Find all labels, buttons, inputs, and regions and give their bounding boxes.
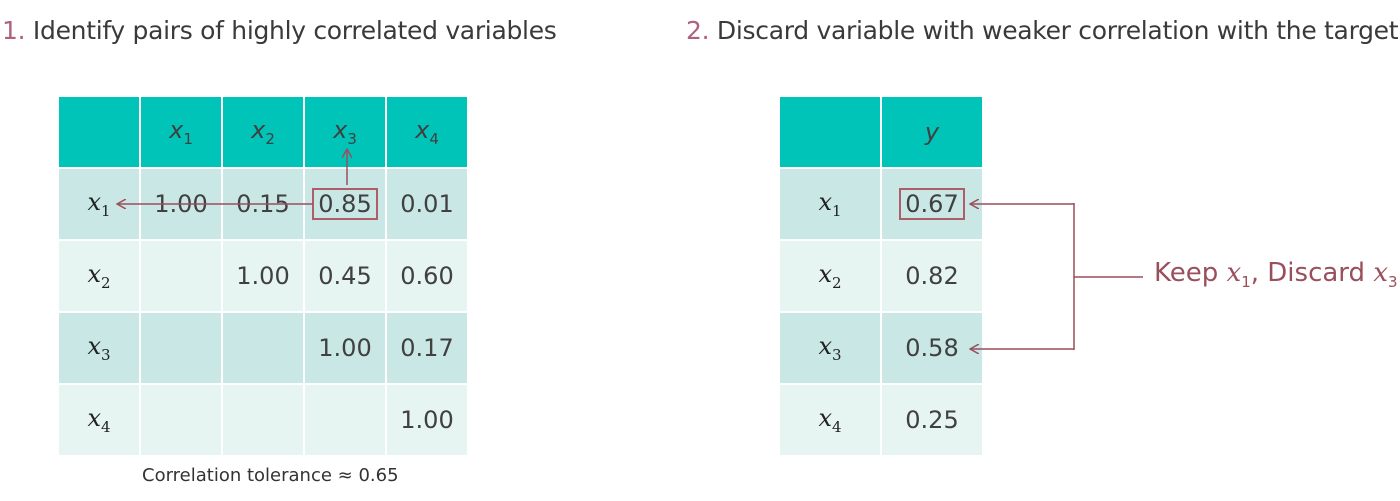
tolerance-note: Correlation tolerance ≈ 0.65 (142, 465, 399, 486)
target-row: x2 0.82 (778, 239, 984, 313)
matrix-col-header: x3 (303, 95, 387, 169)
matrix-cell: 0.01 (385, 167, 469, 241)
matrix-col-header: x2 (221, 95, 305, 169)
target-header-row: y (778, 95, 984, 169)
matrix-cell: 1.00 (139, 167, 223, 241)
target-cell: 0.25 (880, 383, 984, 457)
discard-var: x (1373, 258, 1388, 288)
discard-word: Discard (1267, 258, 1366, 288)
target-row: x4 0.25 (778, 383, 984, 457)
matrix-cell: 1.00 (221, 239, 305, 313)
target-correlation-table: y x1 0.67 x2 0.82 x3 0.58 x4 0.25 (778, 95, 984, 457)
target-row-label: x3 (778, 311, 882, 385)
matrix-col-header: x1 (139, 95, 223, 169)
step1-title: 1. Identify pairs of highly correlated v… (2, 16, 557, 45)
step2-text: Discard variable with weaker correlation… (716, 16, 1399, 45)
target-cell-highlighted: 0.67 (880, 167, 984, 241)
step1-text: Identify pairs of highly correlated vari… (32, 16, 557, 45)
matrix-row-label: x3 (57, 311, 141, 385)
matrix-row-label: x2 (57, 239, 141, 313)
target-cell: 0.58 (880, 311, 984, 385)
matrix-cell (139, 239, 223, 313)
keep-word: Keep (1154, 258, 1219, 288)
matrix-cell: 1.00 (385, 383, 469, 457)
target-row-label: x4 (778, 383, 882, 457)
correlation-matrix: x1 x2 x3 x4 x1 1.00 0.15 0.85 0.01 x2 1.… (57, 95, 469, 457)
matrix-cell (221, 383, 305, 457)
step2-title: 2. Discard variable with weaker correlat… (686, 16, 1399, 45)
discard-sub: 3 (1387, 273, 1398, 292)
matrix-row: x3 1.00 0.17 (57, 311, 469, 385)
target-corner-cell (778, 95, 882, 169)
target-col-header: y (880, 95, 984, 169)
matrix-col-header: x4 (385, 95, 469, 169)
target-row: x3 0.58 (778, 311, 984, 385)
matrix-row-label: x4 (57, 383, 141, 457)
matrix-header-row: x1 x2 x3 x4 (57, 95, 469, 169)
highlight-box: 0.67 (899, 188, 965, 220)
step1-number: 1. (2, 16, 26, 45)
target-cell: 0.82 (880, 239, 984, 313)
matrix-row-label: x1 (57, 167, 141, 241)
keep-var: x (1226, 258, 1242, 288)
target-row: x1 0.67 (778, 167, 984, 241)
matrix-cell (303, 383, 387, 457)
step2-number: 2. (686, 16, 710, 45)
keep-sub: 1 (1241, 273, 1251, 292)
matrix-cell: 1.00 (303, 311, 387, 385)
matrix-cell: 0.60 (385, 239, 469, 313)
matrix-cell (221, 311, 305, 385)
highlight-box: 0.85 (312, 188, 378, 220)
matrix-cell: 0.15 (221, 167, 305, 241)
matrix-cell: 0.45 (303, 239, 387, 313)
matrix-cell: 0.17 (385, 311, 469, 385)
matrix-cell (139, 383, 223, 457)
decision-note: Keep x1, Discard x3 (1154, 258, 1398, 292)
matrix-row: x1 1.00 0.15 0.85 0.01 (57, 167, 469, 241)
target-row-label: x1 (778, 167, 882, 241)
matrix-cell (139, 311, 223, 385)
matrix-row: x2 1.00 0.45 0.60 (57, 239, 469, 313)
matrix-corner-cell (57, 95, 141, 169)
matrix-row: x4 1.00 (57, 383, 469, 457)
target-row-label: x2 (778, 239, 882, 313)
matrix-cell-highlighted: 0.85 (303, 167, 387, 241)
